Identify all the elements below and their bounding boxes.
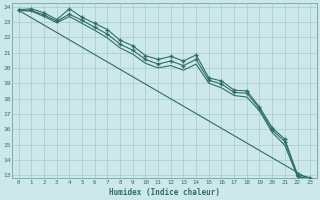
X-axis label: Humidex (Indice chaleur): Humidex (Indice chaleur) bbox=[109, 188, 220, 197]
